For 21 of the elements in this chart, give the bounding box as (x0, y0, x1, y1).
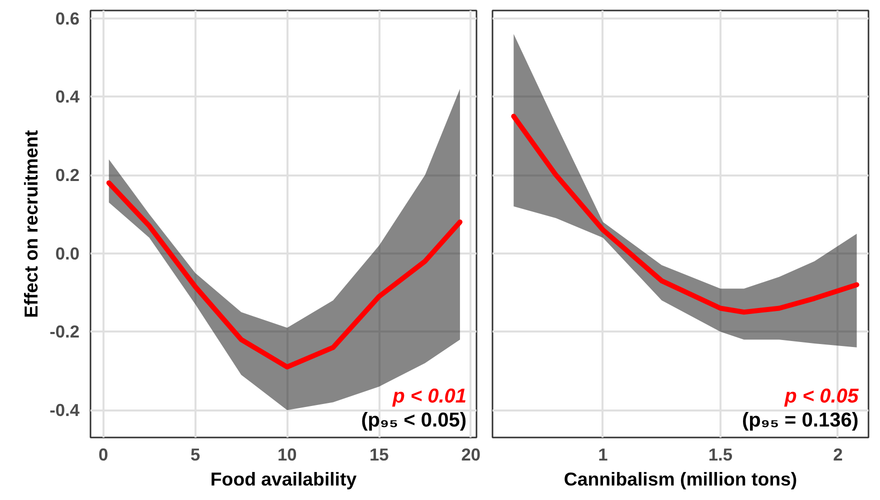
y-tick-label: 0.0 (55, 243, 80, 264)
annotation: p < 0.01 (392, 386, 466, 408)
y-tick-label: 0.6 (55, 8, 80, 28)
annotation: (p₉₅ < 0.05) (361, 410, 467, 432)
annotation: (p₉₅ = 0.136) (742, 410, 859, 432)
x-tick-label: 10 (278, 444, 297, 464)
y-axis-title: Effect on recruitment (20, 130, 42, 318)
y-tick-label: 0.4 (55, 86, 80, 107)
y-tick-label: 0.2 (55, 165, 80, 186)
annotation: p < 0.05 (784, 386, 860, 408)
x-tick-label: 1 (598, 444, 608, 464)
x-tick-label: 0 (98, 444, 108, 464)
x-axis-title: Food availability (210, 468, 358, 490)
y-tick-label: -0.2 (50, 322, 80, 342)
x-tick-label: 1.5 (708, 444, 733, 464)
y-tick-label: -0.4 (50, 400, 80, 420)
x-tick-label: 5 (190, 444, 200, 464)
x-tick-label: 15 (369, 444, 390, 464)
x-axis-title: Cannibalism (million tons) (564, 468, 798, 490)
x-tick-label: 20 (461, 444, 481, 464)
x-tick-label: 2 (833, 444, 843, 464)
